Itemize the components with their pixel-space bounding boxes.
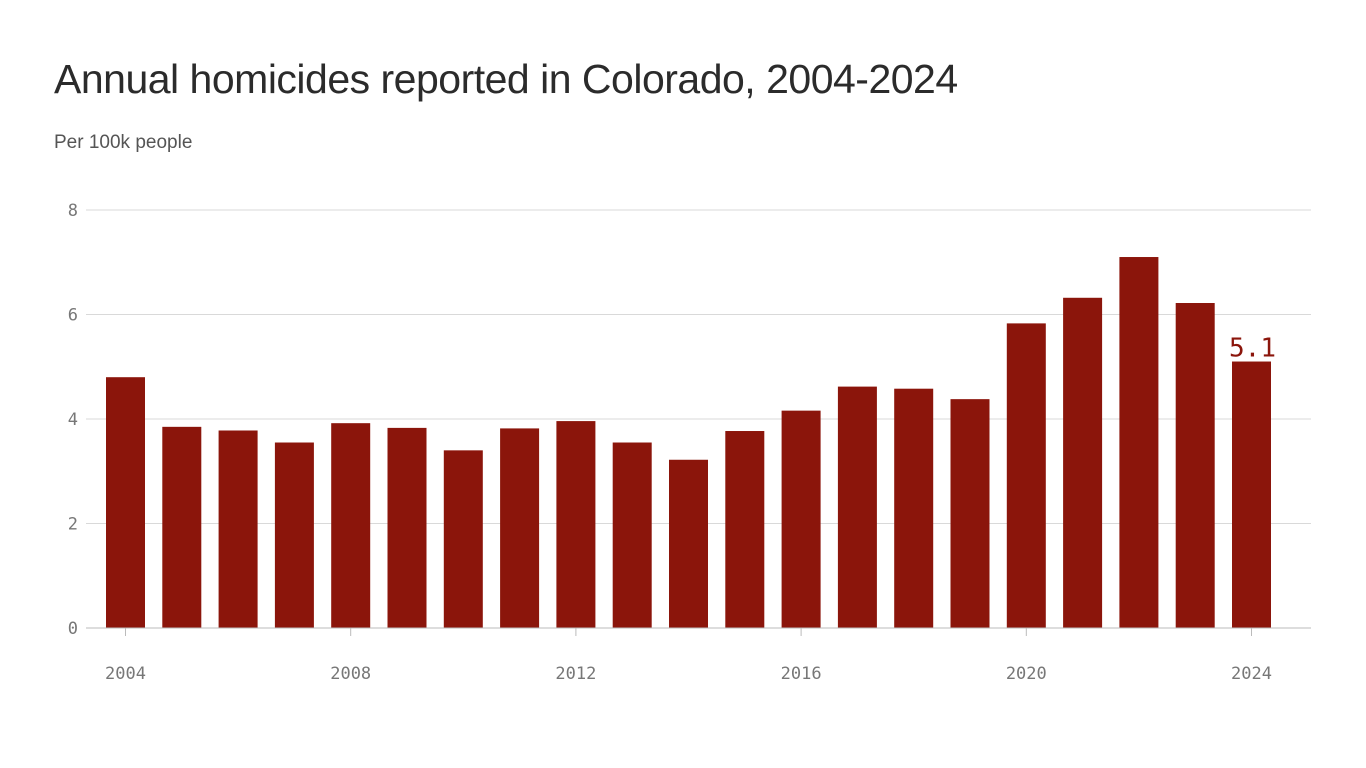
y-tick-label-4: 4 <box>68 410 78 430</box>
bar-2006 <box>218 430 258 628</box>
bars <box>106 257 1271 628</box>
bar-2024 <box>1232 361 1271 628</box>
y-axis-ticks: 0 2 4 6 8 <box>68 201 78 639</box>
x-tick-label-2020: 2020 <box>1006 664 1047 684</box>
bar-2018 <box>894 388 934 628</box>
y-tick-label-2: 2 <box>68 515 78 535</box>
y-tick-label-0: 0 <box>68 619 78 639</box>
chart-subtitle: Per 100k people <box>54 132 193 153</box>
bar-2014 <box>669 459 708 628</box>
bar-2023 <box>1175 303 1215 628</box>
bar-2008 <box>331 423 371 628</box>
bar-2012 <box>556 421 596 628</box>
bar-2009 <box>387 427 427 628</box>
annotations: 5.1 <box>1229 334 1276 364</box>
bar-2020 <box>1006 323 1046 628</box>
bar-2016 <box>781 410 821 628</box>
bar-2021 <box>1063 297 1103 628</box>
chart-title: Annual homicides reported in Colorado, 2… <box>54 56 958 102</box>
bar-2005 <box>162 426 202 628</box>
bar-2011 <box>500 428 540 628</box>
bar-2007 <box>274 442 314 628</box>
bar-2015 <box>725 431 765 628</box>
y-tick-label-6: 6 <box>68 306 78 326</box>
bar-2013 <box>612 442 652 628</box>
bar-2017 <box>837 386 877 628</box>
x-tick-label-2008: 2008 <box>330 664 371 684</box>
x-tick-label-2012: 2012 <box>555 664 596 684</box>
x-axis-ticks: 2004 2008 2012 2016 2020 2024 <box>105 628 1272 684</box>
x-tick-label-2024: 2024 <box>1231 664 1272 684</box>
bar-2004 <box>106 377 145 628</box>
y-tick-label-8: 8 <box>68 201 78 221</box>
bar-2019 <box>950 399 990 628</box>
bar-2010 <box>443 450 483 628</box>
x-tick-label-2016: 2016 <box>781 664 822 684</box>
x-tick-label-2004: 2004 <box>105 664 146 684</box>
bar-2022 <box>1119 257 1159 628</box>
value-label-2024: 5.1 <box>1229 334 1276 364</box>
